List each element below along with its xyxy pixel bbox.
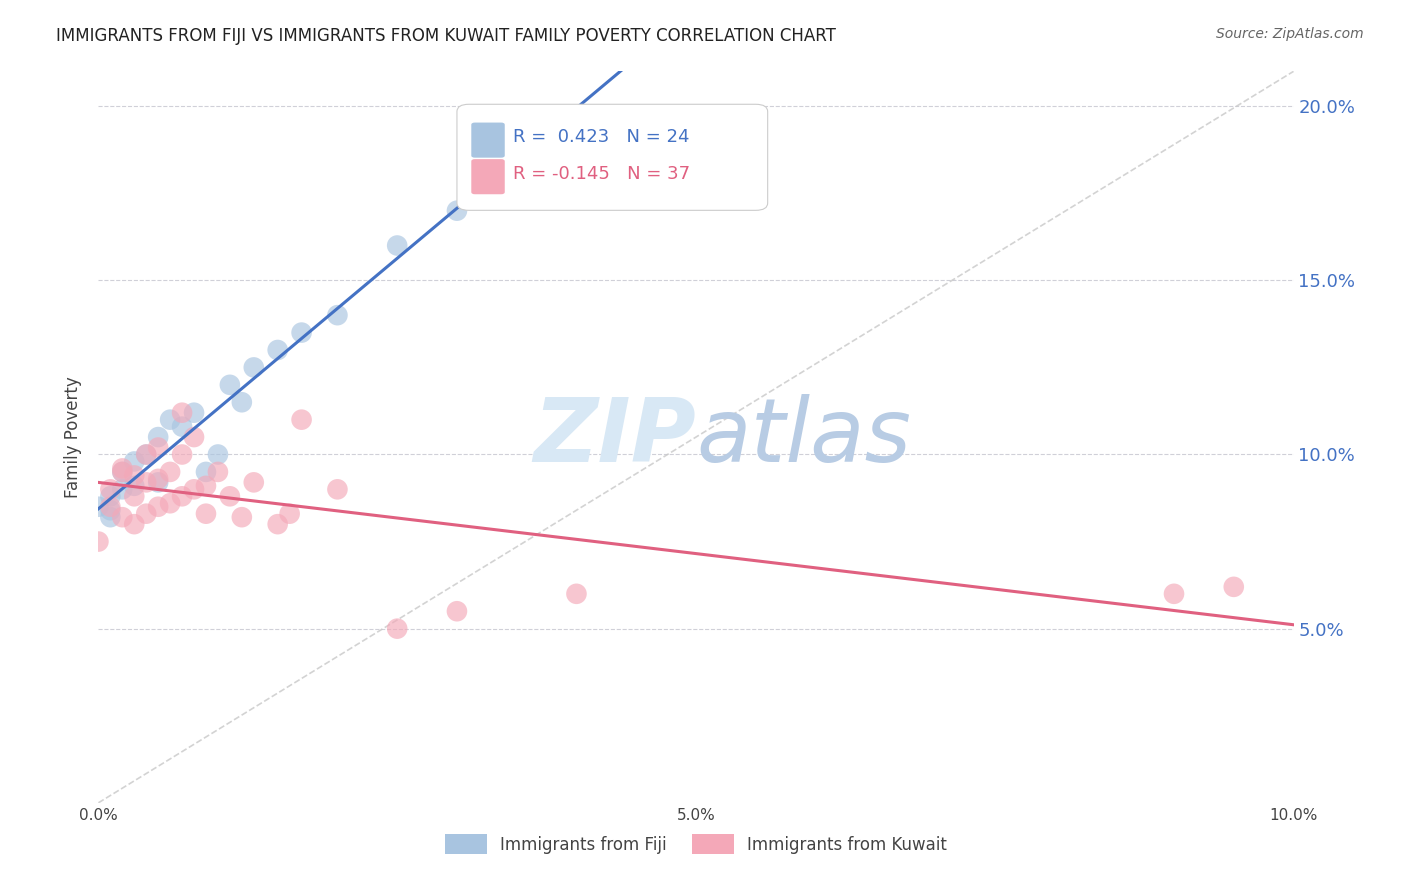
Point [565, 587, 588, 601]
Point [231, 510, 253, 524]
Point [111, 483, 134, 497]
Point [148, 500, 170, 514]
Point [111, 465, 134, 479]
Point [135, 475, 157, 490]
Text: IMMIGRANTS FROM FIJI VS IMMIGRANTS FROM KUWAIT FAMILY POVERTY CORRELATION CHART: IMMIGRANTS FROM FIJI VS IMMIGRANTS FROM … [56, 27, 837, 45]
Point [1163, 587, 1185, 601]
Point [183, 483, 205, 497]
Point [195, 507, 218, 521]
Point [124, 454, 146, 468]
Point [148, 472, 170, 486]
Point [446, 203, 468, 218]
Text: atlas: atlas [696, 394, 911, 480]
Point [111, 465, 134, 479]
Point [98, 483, 122, 497]
Point [124, 479, 146, 493]
Point [267, 343, 290, 357]
Point [183, 406, 205, 420]
FancyBboxPatch shape [471, 122, 505, 158]
Text: ZIP: ZIP [533, 393, 696, 481]
Point [219, 377, 242, 392]
Point [183, 430, 205, 444]
Point [243, 360, 266, 375]
Point [195, 479, 218, 493]
Point [385, 238, 409, 252]
Point [159, 412, 181, 426]
Point [148, 430, 170, 444]
Point [231, 395, 253, 409]
Point [148, 475, 170, 490]
Point [291, 412, 314, 426]
Point [87, 534, 110, 549]
Point [1223, 580, 1246, 594]
Point [124, 517, 146, 532]
Point [135, 507, 157, 521]
Point [172, 419, 194, 434]
Point [207, 448, 229, 462]
Point [111, 461, 134, 475]
Text: R =  0.423   N = 24: R = 0.423 N = 24 [513, 128, 689, 146]
Point [111, 510, 134, 524]
Point [385, 622, 409, 636]
Point [207, 465, 229, 479]
Text: R = -0.145   N = 37: R = -0.145 N = 37 [513, 165, 690, 183]
Point [124, 489, 146, 503]
Point [98, 510, 122, 524]
Point [98, 503, 122, 517]
Point [326, 308, 349, 322]
Point [98, 489, 122, 503]
Text: Source: ZipAtlas.com: Source: ZipAtlas.com [1216, 27, 1364, 41]
Point [135, 448, 157, 462]
Point [291, 326, 314, 340]
Point [326, 483, 349, 497]
Point [159, 465, 181, 479]
Point [278, 507, 301, 521]
Point [135, 448, 157, 462]
Point [98, 500, 122, 514]
FancyBboxPatch shape [471, 159, 505, 194]
Point [267, 517, 290, 532]
Point [148, 441, 170, 455]
Point [195, 465, 218, 479]
Legend: Immigrants from Fiji, Immigrants from Kuwait: Immigrants from Fiji, Immigrants from Ku… [439, 828, 953, 860]
FancyBboxPatch shape [457, 104, 768, 211]
Point [172, 406, 194, 420]
Y-axis label: Family Poverty: Family Poverty [65, 376, 83, 498]
Point [124, 468, 146, 483]
Point [87, 500, 110, 514]
Point [172, 489, 194, 503]
Point [243, 475, 266, 490]
Point [159, 496, 181, 510]
Point [446, 604, 468, 618]
Point [219, 489, 242, 503]
Point [172, 448, 194, 462]
